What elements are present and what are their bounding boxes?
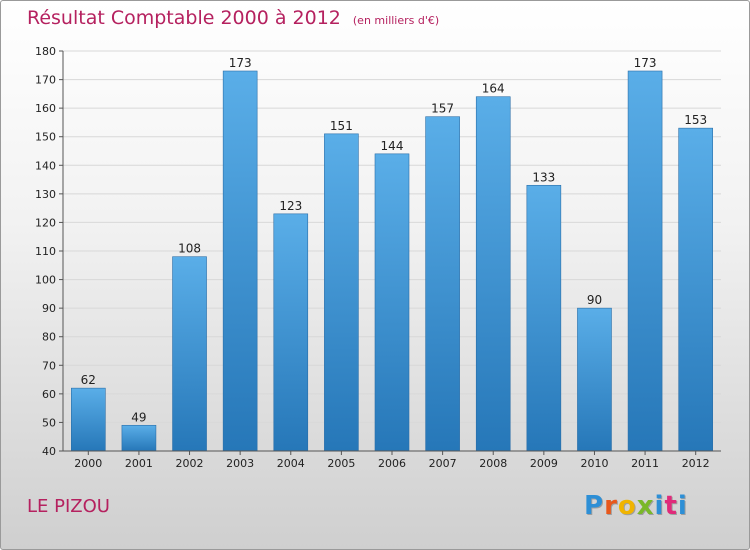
- y-tick-label: 50: [42, 416, 56, 429]
- y-tick-label: 180: [35, 45, 56, 58]
- x-tick-label: 2011: [631, 457, 659, 470]
- bar: [71, 387, 106, 452]
- bar-value-label: 173: [634, 56, 657, 70]
- x-tick-label: 2003: [226, 457, 254, 470]
- logo-letter: P: [584, 491, 605, 521]
- y-tick-label: 140: [35, 159, 56, 172]
- y-tick-label: 60: [42, 388, 56, 401]
- logo-letter: i: [654, 491, 665, 521]
- y-tick-label: 170: [35, 74, 56, 87]
- bar-value-label: 108: [178, 242, 201, 256]
- city-name: LE PIZOU: [27, 496, 110, 517]
- y-tick-label: 40: [42, 445, 56, 458]
- bar: [172, 256, 207, 452]
- y-tick-label: 100: [35, 274, 56, 287]
- bar: [678, 127, 713, 452]
- x-tick-label: 2012: [682, 457, 710, 470]
- bar-value-label: 49: [131, 410, 146, 424]
- x-tick-label: 2004: [277, 457, 305, 470]
- title-text: Résultat Comptable 2000 à 2012: [27, 7, 341, 29]
- bar: [627, 70, 663, 452]
- x-tick-label: 2001: [125, 457, 153, 470]
- bar: [222, 70, 258, 452]
- x-tick-label: 2006: [378, 457, 406, 470]
- bar-value-label: 133: [532, 170, 555, 184]
- axes: 40 50 60 70 80 90 100 110 120 130 140 150 160 170 180 2…: [35, 45, 721, 470]
- y-tick-label: 110: [35, 245, 56, 258]
- x-tick-label: 2005: [327, 457, 355, 470]
- bars: 62 49 108 173 123 151 144 157 164 133 90 173 153: [71, 56, 713, 452]
- x-tick-label: 2002: [176, 457, 204, 470]
- y-tick-label: 80: [42, 331, 56, 344]
- y-tick-label: 90: [42, 302, 56, 315]
- logo-letter: t: [664, 491, 678, 521]
- logo-letter: x: [636, 491, 655, 521]
- bar: [475, 96, 511, 452]
- x-tick-label: 2000: [74, 457, 102, 470]
- x-tick-label: 2009: [530, 457, 558, 470]
- logo-letter: i: [677, 491, 688, 521]
- bar: [526, 184, 562, 452]
- bar: [425, 116, 460, 452]
- bar: [374, 153, 410, 452]
- y-tick-label: 150: [35, 131, 56, 144]
- bar-value-label: 153: [684, 113, 707, 127]
- bar-value-label: 62: [81, 373, 96, 387]
- bar: [273, 213, 309, 452]
- bar-value-label: 157: [431, 102, 454, 116]
- y-tick-label: 130: [35, 188, 56, 201]
- y-tick-label: 120: [35, 216, 56, 229]
- x-tick-label: 2010: [580, 457, 608, 470]
- bar-value-label: 173: [229, 56, 252, 70]
- bar-value-label: 151: [330, 119, 353, 133]
- bar: [577, 307, 612, 452]
- chart-title: Résultat Comptable 2000 à 2012 (en millie…: [27, 7, 439, 29]
- unit-label: (en milliers d'€): [352, 14, 440, 27]
- logo-letter: o: [617, 491, 637, 521]
- y-tick-label: 160: [35, 102, 56, 115]
- logo-letter: r: [604, 491, 618, 521]
- bar-value-label: 164: [482, 82, 505, 96]
- proxiti-logo: Proxiti: [584, 491, 688, 521]
- bar-value-label: 90: [587, 293, 602, 307]
- bar-value-label: 123: [279, 199, 302, 213]
- x-tick-label: 2007: [429, 457, 457, 470]
- y-tick-label: 70: [42, 359, 56, 372]
- x-tick-label: 2008: [479, 457, 507, 470]
- bar-value-label: 144: [381, 139, 404, 153]
- bar: [121, 424, 157, 452]
- bar: [324, 133, 359, 452]
